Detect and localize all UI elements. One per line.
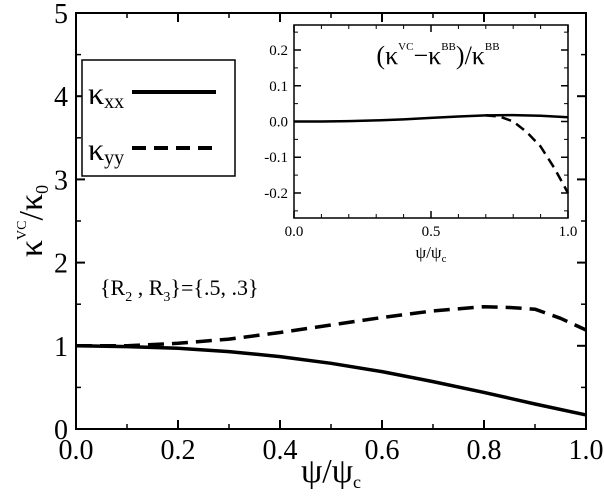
- main-y-tick-label: 4: [54, 82, 68, 113]
- main-y-tick-label: 2: [54, 249, 68, 280]
- inset-x-tick-label: 0.5: [422, 224, 441, 240]
- main-y-tick-label: 1: [54, 332, 68, 363]
- parameter-annotation: {R2 , R3}={.5, .3}: [100, 275, 259, 305]
- inset-y-tick-label: 0.0: [269, 115, 288, 131]
- legend-label-kyy: κyy: [88, 131, 124, 169]
- inset-series-kxx: [294, 113, 569, 123]
- inset-x-tick-label: 1.0: [559, 224, 578, 240]
- legend-box: [81, 59, 236, 177]
- main-x-tick-label: 0.4: [263, 435, 298, 466]
- main-plot: 0.0 0.2 0.4 0.6 0.8 1.0 0 1 2 3 4 5 ψ/ψc κVC/κ0 {R…: [13, 0, 604, 492]
- main-y-tick-label: 5: [54, 0, 68, 30]
- main-x-tick-label: 0.0: [59, 435, 94, 466]
- inset-y-tick-label: -0.1: [264, 150, 288, 166]
- main-x-tick-label: 0.6: [365, 435, 400, 466]
- main-x-tick-label: 0.8: [467, 435, 502, 466]
- main-x-axis-label: ψ/ψc: [301, 453, 361, 492]
- main-y-axis-label: κVC/κ0: [13, 185, 52, 257]
- inset-y-tick-label: 0.1: [269, 79, 288, 95]
- inset-title: (κVC−κBB)/κBB: [376, 41, 499, 70]
- inset-x-tick-label: 0.0: [285, 224, 304, 240]
- legend: κxx κyy: [81, 59, 236, 177]
- inset-plot: 0.0 0.5 1.0 0.2 0.1 0.0 -0.1 -0.2 (κVC−κBB)/κB…: [264, 24, 578, 265]
- inset-y-tick-label: -0.2: [264, 186, 288, 202]
- main-x-tick-label: 0.2: [161, 435, 196, 466]
- main-series-kyy: [76, 304, 587, 348]
- inset-x-axis-label: ψ/ψc: [416, 243, 447, 265]
- main-series-kxx: [75, 344, 587, 417]
- main-x-tick-label: 1.0: [569, 435, 604, 466]
- main-y-tick-label: 3: [54, 165, 68, 196]
- legend-label-kxx: κxx: [88, 75, 124, 113]
- inset-y-tick-label: 0.2: [269, 43, 288, 59]
- main-y-tick-label: 0: [54, 415, 68, 446]
